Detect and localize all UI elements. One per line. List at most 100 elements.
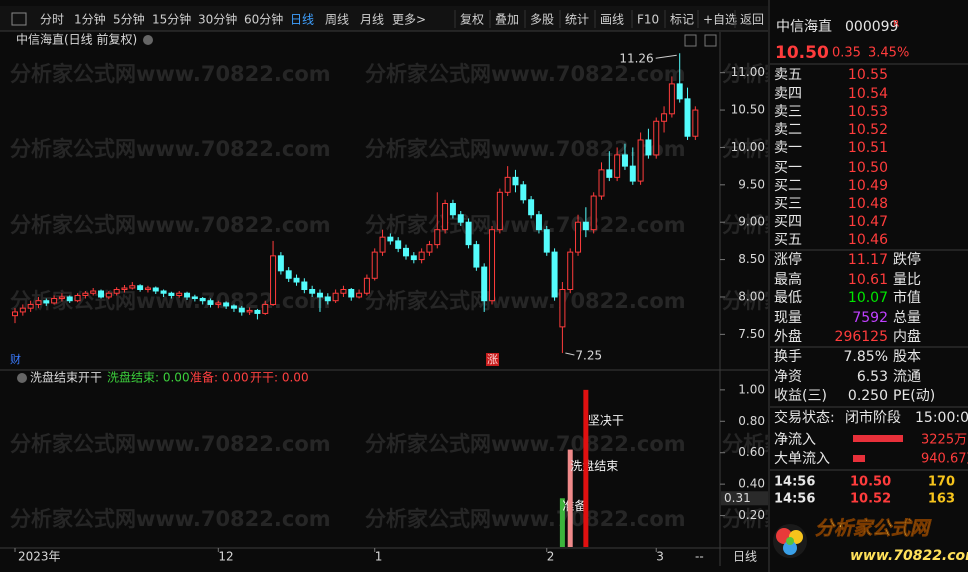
timeframe-tab[interactable]: 60分钟 <box>244 12 283 27</box>
watermark: 分析家公式网www.70822.com <box>365 213 686 237</box>
candle-body <box>199 297 206 302</box>
stock-flag: R <box>893 20 899 30</box>
book-price: 10.46 <box>848 232 888 248</box>
toolbar-button[interactable]: F10 <box>637 13 659 27</box>
stat-label: 外盘 <box>774 328 802 345</box>
event-badge <box>486 353 500 366</box>
timeframe-tab[interactable]: 1分钟 <box>74 12 106 27</box>
x-tick-label: 2 <box>547 550 555 564</box>
candle-body <box>43 300 50 304</box>
book-price: 10.48 <box>848 196 888 212</box>
stat-label: 总量 <box>893 310 921 326</box>
candle-body <box>27 303 34 309</box>
timeframe-tab[interactable]: 15分钟 <box>152 12 191 27</box>
flow-value: 3225万 <box>921 433 967 448</box>
toolbar-button[interactable]: 返回 <box>740 13 764 27</box>
candle-body <box>614 154 621 178</box>
indicator-legend: 开干: 0.00 <box>250 371 309 385</box>
change-percent: 3.45% <box>868 46 909 61</box>
candle-body <box>168 292 175 296</box>
cursor-value-box <box>721 491 768 506</box>
candle-body <box>692 109 699 137</box>
candle-body <box>301 281 308 290</box>
trade-price: 10.50 <box>850 475 891 490</box>
x-axis-footer: 日线 <box>733 550 757 564</box>
y-tick-label: 9.50 <box>738 177 765 191</box>
candle-body <box>356 292 363 298</box>
low-annotation: 7.25 <box>575 349 602 363</box>
timeframe-tab[interactable]: 月线 <box>360 13 384 27</box>
timeframe-tab[interactable]: 日线 <box>290 13 314 27</box>
stat-value: 0.250 <box>848 388 888 404</box>
book-price: 10.50 <box>848 160 888 176</box>
timeframe-tab[interactable]: 30分钟 <box>198 12 237 27</box>
window-button[interactable] <box>684 34 697 47</box>
candle-body <box>395 240 402 249</box>
book-label: 买一 <box>774 160 802 176</box>
candle-body <box>684 98 691 137</box>
y-tick-label: 0.20 <box>738 508 765 522</box>
candle-body <box>215 302 222 305</box>
timeframe-tab[interactable]: 分时 <box>40 13 64 27</box>
watermarks: 分析家公式网www.70822.com 分析家公式网www.70822.com 分析… <box>10 62 968 531</box>
watermark: 分析家公式网www.70822.com <box>722 137 968 161</box>
candle-body <box>277 255 284 272</box>
y-tick-label: 1.00 <box>738 382 765 396</box>
candle-body <box>340 288 347 294</box>
x-tick-label: 1 <box>375 550 383 564</box>
candle-body <box>332 292 339 302</box>
watermark: 分析家公式网www.70822.com <box>722 213 968 237</box>
stat-label: 现量 <box>774 310 802 326</box>
candle-body <box>137 285 144 290</box>
candle-body <box>230 305 237 309</box>
watermark: 分析家公式网www.70822.com <box>722 62 968 86</box>
watermark: 分析家公式网www.70822.com <box>10 137 331 161</box>
book-label: 卖二 <box>774 122 802 138</box>
stat-label: 收益(三) <box>774 388 827 404</box>
toolbar-button[interactable]: +自选 <box>703 13 737 27</box>
candle-body <box>645 139 652 156</box>
flow-label: 大单流入 <box>774 451 830 467</box>
candle-body <box>129 285 136 289</box>
toolbar-button[interactable]: 叠加 <box>495 13 519 27</box>
watermark: 分析家公式网www.70822.com <box>10 507 331 531</box>
trade-price: 10.52 <box>850 492 891 507</box>
timeframe-tab[interactable]: 更多> <box>392 13 426 27</box>
logo-icon <box>783 541 797 555</box>
candle-body <box>426 244 433 253</box>
book-label: 买二 <box>774 178 802 194</box>
timeframe-tab[interactable]: 5分钟 <box>113 12 145 27</box>
candle-body <box>512 176 519 186</box>
candle-body <box>598 169 605 197</box>
toolbar-button[interactable]: 标记 <box>670 13 694 27</box>
candle-body <box>293 277 300 283</box>
book-label: 买三 <box>774 196 802 212</box>
stat-label: 内盘 <box>893 328 921 345</box>
candle-body <box>12 311 18 317</box>
toolbar-button[interactable]: 画线 <box>600 13 624 27</box>
x-tick-label: 2023年 <box>18 550 61 564</box>
candle-body <box>262 303 269 314</box>
window-button[interactable] <box>704 34 717 47</box>
stock-name: 中信海直 <box>776 18 832 35</box>
title-menu[interactable] <box>143 35 153 45</box>
stat-value: 296125 <box>835 329 888 345</box>
toolbar-button[interactable]: 复权 <box>460 13 484 27</box>
price-chart: 7.508.008.509.009.5010.0010.5011.0011.26… <box>10 52 765 564</box>
stat-value: 10.61 <box>848 272 888 288</box>
stat-label: 涨停 <box>774 251 802 268</box>
watermark: 分析家公式网www.70822.com <box>365 432 686 456</box>
quote-panel: 中信海直 000099 R 10.50 0.35 3.45% 交易状态: 闭市阶… <box>770 18 968 507</box>
stat-label: 换手 <box>774 348 802 365</box>
bar-label: 洗盘结束 <box>570 458 618 473</box>
toolbar-button[interactable]: 统计 <box>565 13 589 27</box>
toolbar-button[interactable]: 多股 <box>530 13 554 27</box>
stat-label: 股本 <box>893 349 921 365</box>
stat-label: 市值 <box>893 289 921 306</box>
toolbar-icon[interactable] <box>11 12 27 26</box>
timeframe-tab[interactable]: 周线 <box>325 13 349 27</box>
candle-body <box>184 292 191 298</box>
indicator-menu[interactable] <box>17 373 27 383</box>
stat-value: 7592 <box>852 310 888 326</box>
